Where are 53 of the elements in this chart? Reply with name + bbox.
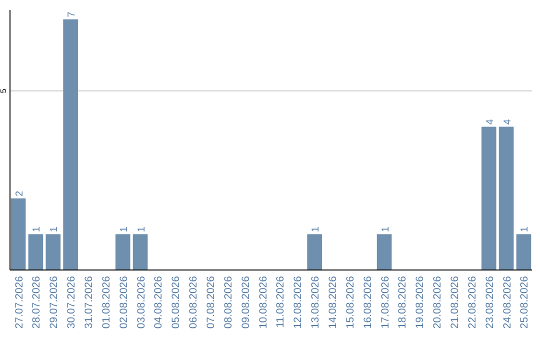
data-label: 7 <box>66 11 78 18</box>
x-tick-label: 04.08.2026 <box>152 276 165 329</box>
x-tick-label: 02.08.2026 <box>118 276 130 329</box>
bar <box>376 234 392 270</box>
data-label: 1 <box>136 226 148 232</box>
bar <box>481 126 496 270</box>
bar <box>516 234 532 270</box>
x-tick-label: 27.07.2026 <box>13 276 26 329</box>
x-tick-label: 31.07.2026 <box>82 276 95 329</box>
x-tick-label: 13.08.2026 <box>310 276 322 329</box>
bar <box>132 234 148 270</box>
x-tick-label: 23.08.2026 <box>484 276 496 329</box>
x-tick-label: 21.08.2026 <box>449 276 462 329</box>
x-tick-label: 29.07.2026 <box>48 276 60 329</box>
data-label: 1 <box>49 226 60 232</box>
x-tick-label: 19.08.2026 <box>414 276 426 329</box>
x-tick-label: 15.08.2026 <box>344 276 356 329</box>
bar <box>498 126 514 270</box>
x-tick-label: 05.08.2026 <box>170 276 182 329</box>
bar <box>63 19 78 270</box>
x-tick-label: 30.07.2026 <box>66 276 78 329</box>
x-tick-label: 18.08.2026 <box>396 276 409 329</box>
x-tick-label: 06.08.2026 <box>188 276 200 329</box>
x-tick-label: 17.08.2026 <box>379 276 392 329</box>
data-label: 1 <box>520 226 531 232</box>
x-tick-label: 14.08.2026 <box>327 276 339 329</box>
data-label: 4 <box>502 118 514 125</box>
data-label: 2 <box>14 190 26 196</box>
data-label: 1 <box>118 226 130 232</box>
bar <box>46 234 61 270</box>
bar <box>10 198 26 270</box>
x-tick-label: 25.08.2026 <box>518 276 531 329</box>
x-tick-label: 16.08.2026 <box>362 276 374 329</box>
x-tick-label: 20.08.2026 <box>432 276 444 329</box>
bar <box>28 234 44 270</box>
data-label: 1 <box>32 226 43 232</box>
x-tick-label: 07.08.2026 <box>205 276 217 329</box>
x-tick-label: 24.08.2026 <box>501 276 514 329</box>
x-tick-label: 01.08.2026 <box>100 276 112 329</box>
data-label: 1 <box>310 226 322 232</box>
x-tick-label: 22.08.2026 <box>466 276 478 329</box>
bar <box>307 234 322 270</box>
bar <box>115 234 130 270</box>
data-label: 1 <box>380 226 392 232</box>
data-label: 4 <box>484 118 496 125</box>
y-tick-label: 5 <box>0 88 8 94</box>
x-tick-label: 12.08.2026 <box>292 276 304 329</box>
x-tick-label: 28.07.2026 <box>30 276 43 329</box>
x-tick-label: 08.08.2026 <box>222 276 234 329</box>
x-tick-label: 11.08.2026 <box>274 276 287 328</box>
x-tick-label: 10.08.2026 <box>257 276 270 329</box>
x-tick-label: 09.08.2026 <box>240 276 252 329</box>
x-tick-label: 03.08.2026 <box>135 276 148 329</box>
